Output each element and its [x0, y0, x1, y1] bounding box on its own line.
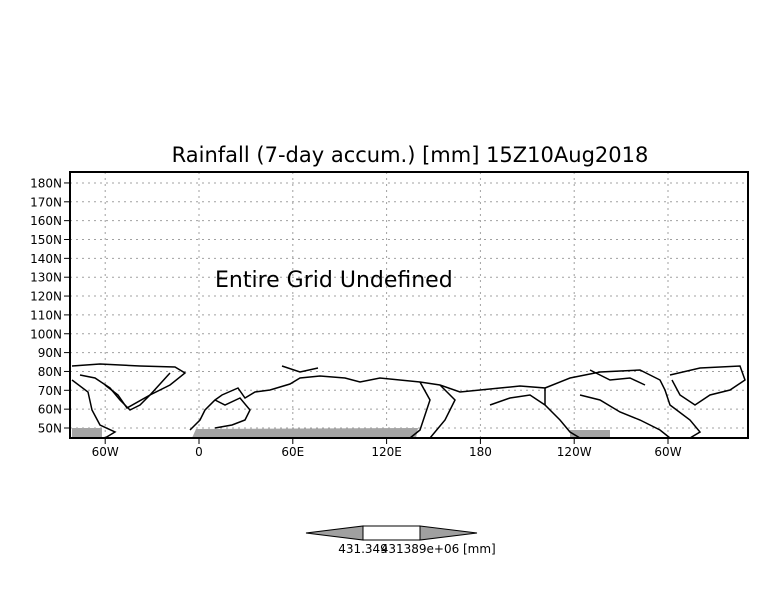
rainfall-shading [72, 428, 610, 438]
lat-tick-label: 120N [30, 290, 62, 304]
lat-tick-label: 110N [30, 308, 62, 322]
lat-tick-label: 150N [30, 233, 62, 247]
lon-tick-label: 120E [371, 445, 402, 459]
lat-tick-label: 160N [30, 214, 62, 228]
grid-lines [70, 172, 748, 438]
lat-tick-label: 100N [30, 327, 62, 341]
colorbar-label-left: 431.349 [338, 542, 388, 556]
lat-tick-label: 70N [38, 384, 62, 398]
colorbar-label-right: 431389e+06 [381, 542, 460, 556]
lat-tick-label: 80N [38, 365, 62, 379]
lat-tick-label: 130N [30, 271, 62, 285]
colorbar: 431.349 431389e+06 [mm] [305, 525, 496, 556]
lat-tick-label: 180N [30, 176, 62, 190]
lon-tick-label: 120W [557, 445, 592, 459]
colorbar-box [362, 525, 421, 541]
lat-tick-label: 60N [38, 403, 62, 417]
colorbar-left-triangle [305, 525, 364, 541]
lat-tick-label: 170N [30, 195, 62, 209]
lon-tick-label: 60W [654, 445, 681, 459]
plot-frame [69, 171, 749, 439]
lat-tick-label: 140N [30, 252, 62, 266]
lon-tick-label: 60E [281, 445, 304, 459]
undefined-grid-message: Entire Grid Undefined [215, 268, 453, 293]
colorbar-units: [mm] [463, 542, 496, 556]
axis-ticks: 180N 170N 160N 150N 140N 130N 120N 110N 100N 90N 8… [30, 176, 682, 459]
lon-tick-label: 60W [92, 445, 119, 459]
colorbar-right-triangle [419, 525, 478, 541]
lat-tick-label: 90N [38, 346, 62, 360]
coastlines [71, 363, 746, 439]
lon-tick-label: 0 [195, 445, 203, 459]
plot-title: Rainfall (7-day accum.) [mm] 15Z10Aug201… [172, 143, 649, 167]
lat-tick-label: 50N [38, 422, 62, 436]
lon-tick-label: 180 [469, 445, 492, 459]
